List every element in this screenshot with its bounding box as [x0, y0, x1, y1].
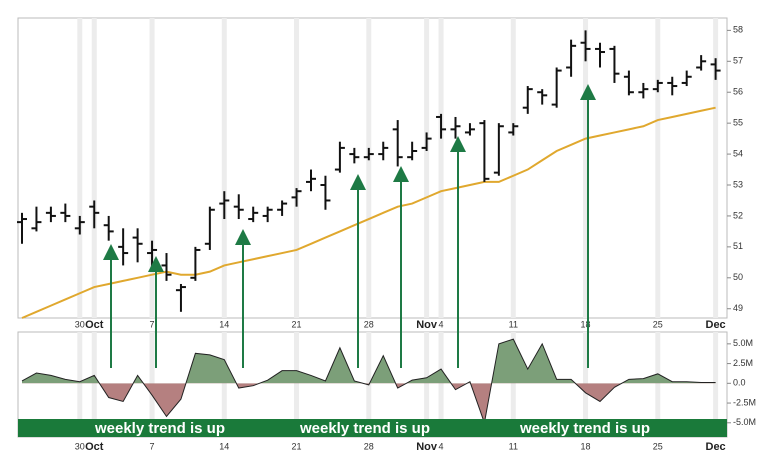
- y-tick-label: 2.5M: [733, 358, 753, 368]
- x-tick-label: 28: [364, 319, 374, 329]
- y-tick-label: 0.0: [733, 378, 746, 388]
- x-tick-label: 14: [219, 319, 229, 329]
- annotation: weekly trend is up: [519, 420, 650, 437]
- x-tick-label: 4: [439, 441, 444, 451]
- y-tick-label: 57: [733, 56, 743, 66]
- x-tick-label: Dec: [706, 319, 726, 331]
- annotation: weekly trend is up: [94, 420, 225, 437]
- x-tick-label: Oct: [85, 319, 104, 331]
- y-tick-label: 5.0M: [733, 338, 753, 348]
- banner: [18, 419, 727, 437]
- x-tick-label: 25: [653, 319, 663, 329]
- x-tick-label: 30: [75, 319, 85, 329]
- x-tick-label: 30: [75, 441, 85, 451]
- y-tick-label: -5.0M: [733, 417, 756, 427]
- y-tick-label: 51: [733, 241, 743, 251]
- arrows: [103, 84, 596, 368]
- x-tick-label: 7: [150, 319, 155, 329]
- area-positive: [22, 339, 716, 384]
- x-tick-label: Nov: [416, 441, 438, 453]
- x-tick-label: 21: [292, 319, 302, 329]
- x-tick-label: 21: [292, 441, 302, 451]
- x-tick-label: Nov: [416, 319, 438, 331]
- x-tick-label: 4: [439, 319, 444, 329]
- area-line: [21, 338, 716, 425]
- y-tick-label: 50: [733, 272, 743, 282]
- x-tick-label: Oct: [85, 441, 104, 453]
- x-tick-label: 14: [219, 441, 229, 451]
- x-tick-label: 11: [509, 319, 518, 329]
- x-tick-label: 11: [509, 441, 518, 451]
- x-tick-label: 7: [150, 441, 155, 451]
- x-tick-label: 18: [581, 441, 591, 451]
- y-tick-label: 58: [733, 25, 743, 35]
- x-tick-label: Dec: [706, 441, 726, 453]
- price-panel: [17, 17, 728, 319]
- y-tick-label: 54: [733, 148, 743, 158]
- y-tick-label: -2.5M: [733, 397, 756, 407]
- y-tick-label: 52: [733, 210, 743, 220]
- x-tick-label: 18: [581, 319, 591, 329]
- area-negative: [22, 383, 716, 423]
- y-tick-label: 49: [733, 303, 743, 313]
- y-tick-label: 53: [733, 179, 743, 189]
- moving-average: [21, 106, 716, 319]
- x-tick-label: 25: [653, 441, 663, 451]
- y-tick-label: 56: [733, 87, 743, 97]
- x-tick-label: 28: [364, 441, 374, 451]
- annotation: weekly trend is up: [299, 420, 430, 437]
- y-tick-label: 55: [733, 118, 743, 128]
